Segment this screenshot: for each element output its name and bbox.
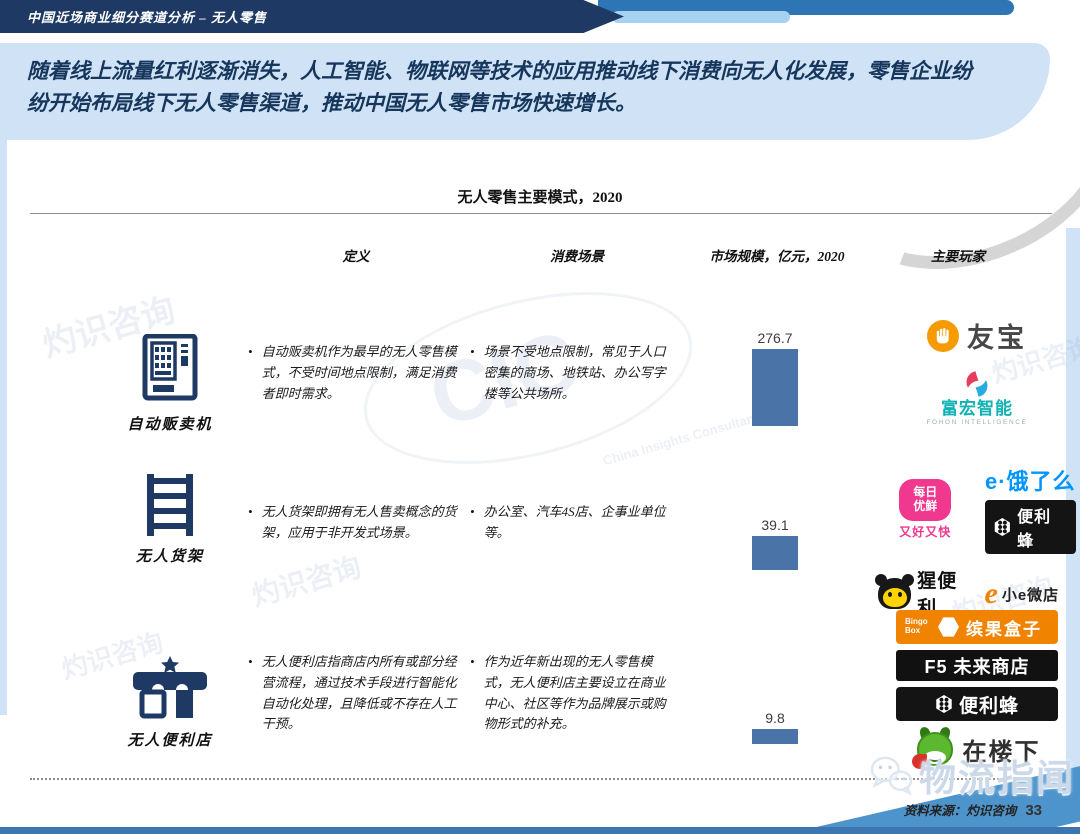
logo-fohon-label: 富宏智能	[940, 399, 1013, 418]
hexagon-icon	[936, 695, 952, 713]
bullet: •	[248, 504, 253, 519]
logo-bianlifeng: 便利蜂	[984, 500, 1076, 554]
hexagon-icon	[994, 518, 1010, 536]
mode-label: 无人便利店	[127, 733, 213, 749]
bar-value-label: 276.7	[757, 330, 793, 346]
footer-dotted-rule	[30, 778, 1050, 780]
logo-missfresh-sublabel: 又好又快	[899, 524, 952, 539]
header-title: 中国近场商业细分赛道分析 – 无人零售	[27, 10, 268, 25]
scenario-text: 作为近年新出现的无人零售模式，无人便利店主要设立在商业中心、社区等作为品牌展示或…	[483, 654, 666, 732]
players-cell: 友宝 富宏智能 FOHON INTELLIGENCE	[878, 300, 1076, 452]
logo-bianlifeng: 便利蜂	[896, 687, 1058, 721]
key-message-text: 随着线上流量红利逐渐消失，人工智能、物联网等技术的应用推动线下消费向无人化发展，…	[27, 59, 972, 115]
missfresh-line1: 每日	[913, 484, 938, 499]
column-header-market-size: 市场规模，亿元，2020	[709, 249, 845, 264]
market-size-cell: 9.8	[690, 606, 860, 778]
scenario-text: 办公室、汽车4S店、企事业单位等。	[483, 504, 666, 540]
fohon-swirl-icon	[966, 371, 988, 397]
hand-icon	[927, 319, 959, 352]
column-header-scenario: 消费场景	[550, 249, 604, 264]
market-size-bar	[752, 349, 798, 426]
brand-name: 物流指闻	[919, 759, 1075, 800]
definition-text: 无人便利店指商店内所有或部分经营流程，通过技术手段进行智能化自动化处理，且降低或…	[261, 654, 457, 732]
logo-zailouxia: 在楼下	[911, 725, 1041, 769]
logo-bianlifeng-label: 便利蜂	[958, 695, 1019, 717]
logo-bingobox: Bingo Box 缤果盒子	[896, 610, 1058, 644]
players-cell: 每日 优鲜 又好又快 e·饿了么 便利蜂 猩便利	[874, 452, 1076, 619]
scenario-text: 场景不受地点限制，常见于人口密集的商场、地铁站、办公写字楼等公共场所。	[483, 344, 666, 401]
scenario-cell: • 办公室、汽车4S店、企事业单位等。	[470, 452, 676, 606]
left-edge-strip	[0, 140, 7, 715]
bullet: •	[470, 654, 475, 669]
market-size-bar	[752, 536, 798, 570]
definition-cell: • 无人便利店指商店内所有或部分经营流程，通过技术手段进行智能化自动化处理，且降低…	[248, 606, 462, 778]
logo-f5: F5 未来商店	[896, 650, 1058, 681]
logo-bianlifeng-label: 便利蜂	[1017, 509, 1052, 550]
title-rule	[30, 213, 1052, 214]
column-header-players: 主要玩家	[931, 249, 985, 264]
right-edge-strip	[1066, 228, 1080, 768]
source-text: 资料来源：灼识咨询	[903, 804, 1017, 818]
logo-ubox-label: 友宝	[967, 323, 1027, 353]
header-bar: 中国近场商业细分赛道分析 – 无人零售	[0, 0, 624, 33]
table-row: 自动贩卖机 • 自动贩卖机作为最早的无人零售模式，不受时间地点限制，满足消费者即时…	[0, 300, 1080, 452]
mode-cell: 无人货架	[95, 452, 245, 606]
bottom-edge-strip	[0, 827, 1080, 834]
missfresh-line2: 优鲜	[913, 498, 938, 513]
page-number: 33	[1025, 802, 1042, 819]
mode-label: 自动贩卖机	[127, 417, 213, 433]
horse-mascot-icon	[911, 725, 956, 769]
source-note: 资料来源：灼识咨询 33	[904, 800, 1042, 819]
header-accent-bar-light	[612, 11, 790, 23]
chat-bubbles-icon	[870, 756, 913, 795]
mode-label: 无人货架	[135, 549, 204, 565]
definition-text: 无人货架即拥有无人售卖概念的货架，应用于非开发式场景。	[261, 504, 457, 540]
logo-ubox: 友宝	[927, 316, 1027, 355]
monkey-icon	[874, 573, 915, 609]
table-row: 无人货架 • 无人货架即拥有无人售卖概念的货架，应用于非开发式场景。 • 办公室、汽…	[0, 452, 1080, 619]
logo-bingobox-label: 缤果盒子	[966, 619, 1042, 639]
table-row: 无人便利店 • 无人便利店指商店内所有或部分经营流程，通过技术手段进行智能化自动化…	[0, 606, 1080, 778]
scenario-cell: • 场景不受地点限制，常见于人口密集的商场、地铁站、办公写字楼等公共场所。	[470, 300, 676, 452]
bar-value-label: 9.8	[765, 710, 785, 726]
logo-missfresh: 每日 优鲜 又好又快	[878, 478, 973, 540]
mode-cell: 自动贩卖机	[95, 300, 245, 452]
players-cell: Bingo Box 缤果盒子 F5 未来商店 便利蜂 在楼下	[878, 606, 1076, 778]
bullet: •	[470, 504, 475, 519]
logo-zailouxia-label: 在楼下	[962, 739, 1041, 766]
bullet: •	[248, 654, 253, 669]
bullet: •	[248, 344, 253, 359]
bingobox-box-icon	[938, 617, 959, 637]
key-message-banner: 随着线上流量红利逐渐消失，人工智能、物联网等技术的应用推动线下消费向无人化发展，…	[0, 43, 1050, 140]
vending-machine-icon	[142, 334, 198, 401]
store-icon	[133, 656, 207, 719]
column-header-definition: 定义	[342, 249, 370, 264]
logo-fohon-sublabel: FOHON INTELLIGENCE	[926, 418, 1028, 426]
logo-fohon: 富宏智能 FOHON INTELLIGENCE	[926, 369, 1027, 426]
scenario-cell: • 作为近年新出现的无人零售模式，无人便利店主要设立在商业中心、社区等作为品牌展示…	[470, 606, 676, 778]
market-size-bar	[752, 729, 798, 744]
market-size-cell: 276.7	[690, 300, 860, 452]
bullet: •	[470, 344, 475, 359]
bar-value-label: 39.1	[761, 517, 789, 533]
definition-cell: • 自动贩卖机作为最早的无人零售模式，不受时间地点限制，满足消费者即时需求。	[248, 300, 462, 452]
logo-xiaoe-label: 小e微店	[1001, 586, 1060, 604]
mode-cell: 无人便利店	[95, 606, 245, 778]
xiaoe-e-icon: e	[984, 576, 998, 610]
logo-eleme: e·饿了么	[984, 469, 1076, 494]
shelf-icon	[147, 474, 193, 536]
brand-logo: 物流指闻	[868, 748, 1075, 802]
market-size-cell: 39.1	[690, 452, 860, 606]
logo-xiaoe: e 小e微店	[984, 576, 1077, 610]
missfresh-blob-icon: 每日 优鲜	[899, 478, 952, 521]
definition-text: 自动贩卖机作为最早的无人零售模式，不受时间地点限制，满足消费者即时需求。	[261, 344, 457, 401]
definition-cell: • 无人货架即拥有无人售卖概念的货架，应用于非开发式场景。	[248, 452, 462, 606]
logo-bingobox-en: Bingo Box	[905, 617, 928, 635]
table-title: 无人零售主要模式，2020	[457, 190, 623, 206]
logo-stack: e·饿了么 便利蜂	[984, 464, 1076, 554]
players-grid: 每日 优鲜 又好又快 e·饿了么 便利蜂 猩便利	[874, 464, 1077, 620]
